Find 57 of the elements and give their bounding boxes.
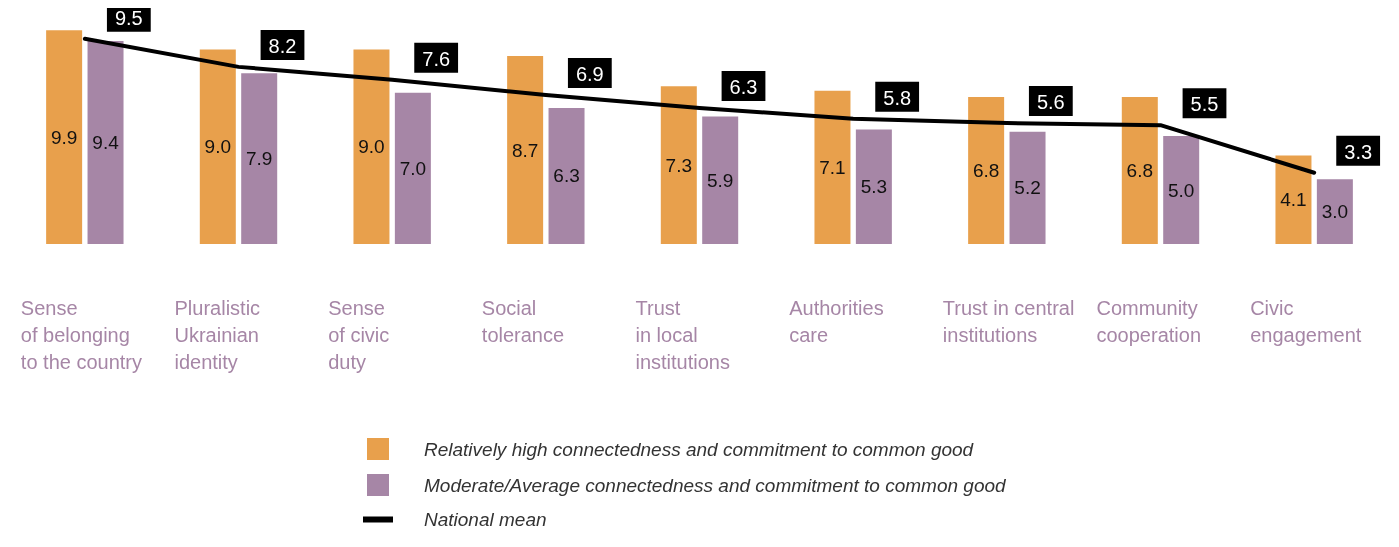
data-label: 9.0 xyxy=(358,136,385,158)
bar xyxy=(1009,131,1046,244)
data-label: 6.9 xyxy=(575,62,604,85)
legend-label: National mean xyxy=(424,509,547,530)
data-label: 7.1 xyxy=(819,156,846,178)
bar xyxy=(507,56,544,244)
bar xyxy=(814,90,851,244)
x-tick-label: Community cooperation xyxy=(1096,296,1202,346)
bar xyxy=(353,49,390,244)
data-label: 6.8 xyxy=(1126,160,1154,182)
bar xyxy=(702,116,739,244)
x-tick-label: Sense of civic duty xyxy=(328,296,390,373)
bar xyxy=(46,30,83,244)
x-tick-label: Civic engagement xyxy=(1250,296,1362,346)
bar xyxy=(241,73,278,244)
x-tick-label: Social tolerance xyxy=(481,296,565,346)
x-tick-label: Trust in central institutions xyxy=(942,296,1075,346)
data-label: 8.7 xyxy=(511,139,539,161)
data-label: 7.9 xyxy=(245,148,273,170)
data-label: 7.6 xyxy=(422,47,451,70)
data-label: 5.8 xyxy=(883,86,912,109)
x-tick-label: Sense of belonging to the country xyxy=(20,296,143,373)
data-label: 9.5 xyxy=(114,6,143,29)
x-tick-label: Trust in local institutions xyxy=(635,296,730,373)
bar xyxy=(1275,155,1312,244)
bar xyxy=(968,97,1005,244)
bar xyxy=(394,92,431,244)
data-label: 4.1 xyxy=(1280,189,1307,211)
data-label: 6.3 xyxy=(553,165,580,187)
data-label: 5.5 xyxy=(1190,93,1219,116)
bar xyxy=(87,40,124,244)
legend-label: Relatively high connectedness and commitment to common good xyxy=(424,438,975,460)
data-label: 5.2 xyxy=(1014,177,1041,199)
data-label: 6.3 xyxy=(729,75,758,98)
legend-label: Moderate/Average connectedness and commitment to common good xyxy=(424,474,1008,496)
bar xyxy=(1163,136,1200,244)
data-label: 5.0 xyxy=(1167,179,1195,201)
data-label: 7.0 xyxy=(399,157,427,179)
data-label: 5.3 xyxy=(860,176,888,198)
data-label: 9.9 xyxy=(50,126,78,148)
data-label: 5.6 xyxy=(1036,91,1065,114)
bar xyxy=(199,49,236,244)
data-label: 3.3 xyxy=(1344,140,1373,163)
data-label: 5.9 xyxy=(706,169,734,191)
data-label: 7.3 xyxy=(665,154,693,176)
bar xyxy=(1121,97,1158,244)
x-tick-label: Pluralistic Ukrainian identity xyxy=(174,296,261,373)
data-label: 6.8 xyxy=(972,160,1000,182)
data-label: 9.0 xyxy=(204,136,232,158)
bar xyxy=(548,107,585,244)
bar xyxy=(660,86,697,244)
data-label: 8.2 xyxy=(268,34,297,57)
x-tick-label: Authorities care xyxy=(789,296,884,346)
bar xyxy=(855,129,892,244)
data-label: 9.4 xyxy=(92,131,120,153)
bar xyxy=(1316,179,1353,244)
data-label: 3.0 xyxy=(1321,201,1349,223)
